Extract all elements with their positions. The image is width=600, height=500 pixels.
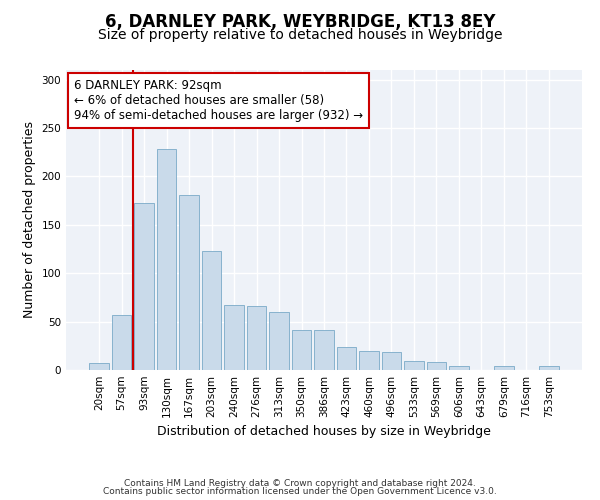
Bar — [359, 350, 379, 370]
Bar — [134, 202, 154, 370]
Bar — [427, 362, 446, 370]
Bar — [179, 195, 199, 370]
Bar — [157, 150, 176, 370]
Bar — [89, 363, 109, 370]
Bar — [337, 347, 356, 370]
Bar — [247, 306, 266, 370]
Bar — [539, 366, 559, 370]
Bar — [224, 305, 244, 370]
Text: Size of property relative to detached houses in Weybridge: Size of property relative to detached ho… — [98, 28, 502, 42]
Bar — [314, 330, 334, 370]
Text: Contains public sector information licensed under the Open Government Licence v3: Contains public sector information licen… — [103, 487, 497, 496]
X-axis label: Distribution of detached houses by size in Weybridge: Distribution of detached houses by size … — [157, 426, 491, 438]
Y-axis label: Number of detached properties: Number of detached properties — [23, 122, 36, 318]
Bar — [292, 330, 311, 370]
Bar — [404, 362, 424, 370]
Bar — [449, 366, 469, 370]
Text: 6, DARNLEY PARK, WEYBRIDGE, KT13 8EY: 6, DARNLEY PARK, WEYBRIDGE, KT13 8EY — [105, 12, 495, 30]
Bar — [269, 312, 289, 370]
Bar — [494, 366, 514, 370]
Bar — [202, 251, 221, 370]
Bar — [112, 315, 131, 370]
Bar — [382, 352, 401, 370]
Text: Contains HM Land Registry data © Crown copyright and database right 2024.: Contains HM Land Registry data © Crown c… — [124, 478, 476, 488]
Text: 6 DARNLEY PARK: 92sqm
← 6% of detached houses are smaller (58)
94% of semi-detac: 6 DARNLEY PARK: 92sqm ← 6% of detached h… — [74, 79, 363, 122]
